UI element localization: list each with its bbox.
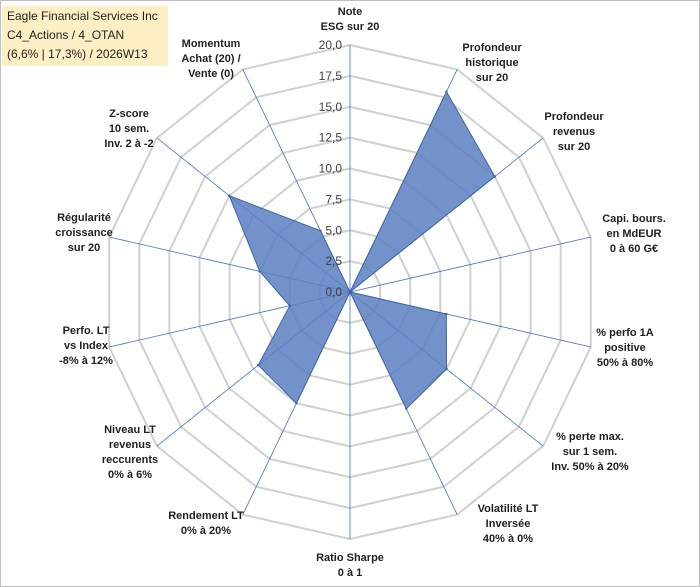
tick-label: 2,5 [325, 254, 342, 268]
tick-label: 5,0 [325, 223, 342, 237]
category-label: Ratio Sharpe 0 à 1 [316, 552, 384, 579]
data-point [445, 367, 448, 371]
data-point [228, 194, 231, 197]
data-point [348, 290, 352, 294]
category-label: Volatilité LT Inversée 40% à 0% [478, 503, 539, 545]
category-label: Niveau LT revenus reccurents 0% à 6% [102, 424, 158, 481]
category-label: Régularité croissance sur 20 [55, 212, 112, 254]
category-label: Profondeur historique sur 20 [462, 42, 522, 84]
data-point [445, 312, 448, 316]
category-label: Note ESG sur 20 [321, 6, 380, 33]
data-point [295, 402, 298, 405]
data-point [493, 175, 497, 178]
category-label: Rendement LT 0% à 20% [168, 510, 244, 537]
chart-title-box: Eagle Financial Services Inc C4_Actions … [2, 6, 168, 66]
series-area [228, 90, 496, 410]
category-label: % perfo 1A positive 50% à 80% [596, 327, 654, 369]
tick-label: 10,0 [319, 162, 343, 176]
data-point [257, 363, 260, 367]
title-company: Eagle Financial Services Inc [7, 9, 158, 23]
category-label: % perte max. sur 1 sem. Inv. 50% à 20% [551, 431, 629, 473]
data-point [319, 229, 322, 233]
data-point [258, 270, 261, 273]
tick-label: 15,0 [319, 100, 343, 114]
tick-label: 7,5 [325, 192, 342, 206]
category-label: Momentum Achat (20) / Vente (0) [181, 38, 240, 80]
category-label: Capi. bours. en MdEUR 0 à 60 G€ [602, 213, 666, 255]
data-point [445, 90, 448, 93]
category-label: Profondeur revenus sur 20 [544, 111, 604, 153]
tick-label: 17,5 [319, 69, 343, 83]
data-point [288, 304, 291, 307]
tick-label: 0,0 [325, 285, 342, 299]
tick-label: 12,5 [319, 131, 343, 145]
category-label: Perfo. LT vs Index -8% à 12% [59, 325, 113, 367]
tick-label: 20,0 [319, 38, 343, 52]
title-portfolio: C4_Actions / 4_OTAN [7, 28, 125, 42]
title-period: (6,6% | 17,3%) / 2026W13 [7, 47, 148, 61]
category-label: Z-score 10 sem. Inv. 2 à -2 [104, 108, 153, 150]
radar-spoke [349, 236, 591, 293]
data-point [405, 407, 408, 411]
